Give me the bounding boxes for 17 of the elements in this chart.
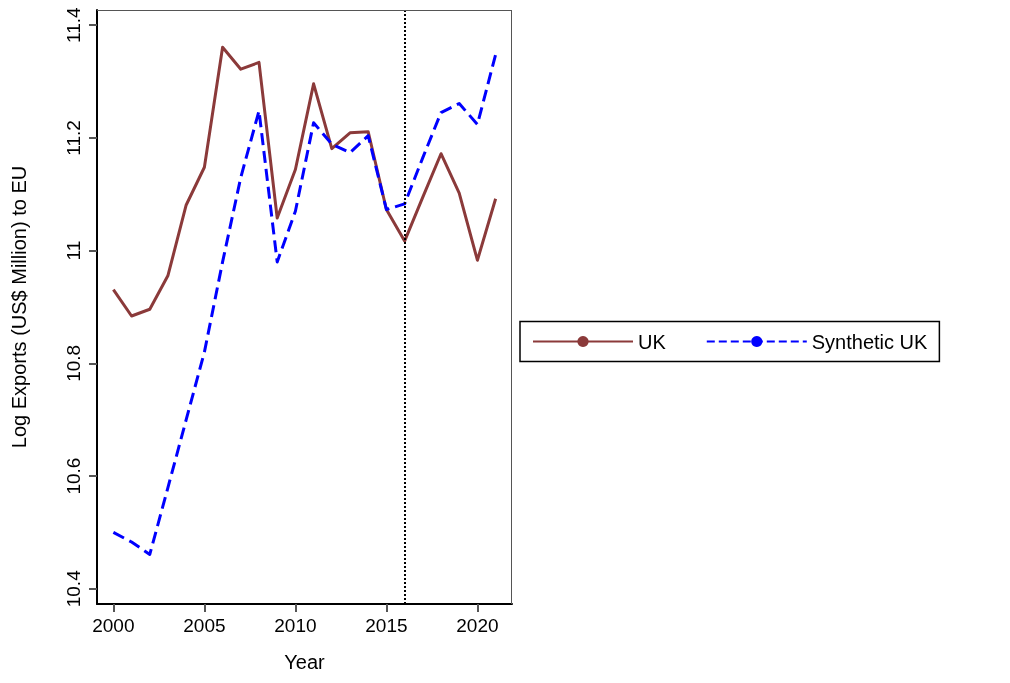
x-axis-title: Year: [284, 651, 326, 673]
x-tick-label: 2020: [456, 615, 499, 636]
line-series: [111, 53, 498, 556]
legend-label: UK: [638, 330, 667, 353]
y-tick-label: 10.8: [63, 344, 84, 382]
x-tick-label: 2000: [92, 615, 135, 636]
y-tick-label: 10.4: [63, 569, 84, 608]
y-tick-label: 11.2: [63, 120, 84, 156]
x-tick-label: 2015: [365, 615, 408, 636]
y-axis-title: Log Exports (US$ Million) to EU: [8, 165, 30, 449]
y-tick-label: 10.6: [63, 457, 84, 495]
y-tick-label: 11.4: [63, 7, 84, 44]
x-tick-label: 2005: [183, 615, 226, 636]
line-series: [111, 45, 498, 318]
y-tick-label: 11: [63, 240, 84, 261]
legend-label: Synthetic UK: [811, 330, 929, 353]
x-tick-label: 2010: [274, 615, 317, 636]
